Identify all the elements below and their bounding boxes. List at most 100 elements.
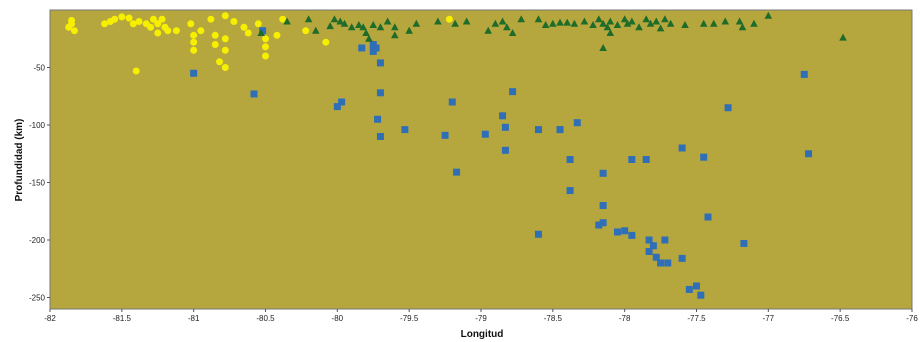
x-tick-label: -76.5 — [831, 314, 850, 323]
triangle-marker — [517, 15, 526, 23]
x-tick-label: -76 — [906, 314, 918, 323]
square-marker — [374, 115, 382, 123]
triangle-marker — [721, 17, 730, 25]
x-tick-label: -77 — [763, 314, 775, 323]
circle-marker — [65, 23, 73, 31]
circle-marker — [302, 27, 310, 35]
square-marker — [376, 59, 384, 67]
square-marker — [661, 236, 669, 244]
plot-area — [49, 9, 913, 310]
circle-marker — [101, 20, 109, 28]
x-tick-label: -79.5 — [400, 314, 419, 323]
square-marker — [800, 70, 808, 78]
square-marker — [190, 69, 198, 77]
square-marker — [453, 168, 461, 176]
circle-marker — [190, 46, 198, 54]
square-marker — [501, 146, 509, 154]
triangle-marker — [623, 19, 632, 27]
square-marker — [599, 219, 607, 227]
circle-marker — [221, 64, 229, 71]
circle-marker — [230, 18, 238, 25]
circle-marker — [322, 38, 330, 46]
y-tick-label: -250 — [29, 294, 46, 303]
square-marker — [499, 112, 507, 120]
x-tick-label: -79 — [475, 314, 487, 323]
triangle-marker — [365, 34, 373, 42]
circle-marker — [187, 20, 195, 28]
triangle-marker — [556, 18, 564, 26]
triangle-marker — [666, 19, 675, 27]
square-marker — [573, 119, 581, 127]
circle-marker — [70, 27, 78, 35]
triangle-marker — [491, 19, 500, 27]
triangle-marker — [541, 20, 550, 28]
y-tick-label: -150 — [29, 179, 46, 188]
square-marker — [685, 285, 693, 293]
x-tick-label: -78.5 — [544, 314, 563, 323]
triangle-marker — [570, 19, 579, 27]
circle-marker — [240, 23, 248, 31]
square-marker — [649, 242, 657, 250]
triangle-marker — [735, 17, 744, 25]
circle-marker — [211, 41, 219, 48]
circle-marker — [445, 15, 453, 23]
triangle-marker — [362, 29, 370, 36]
triangle-marker — [383, 17, 392, 25]
triangle-marker — [652, 17, 661, 25]
circle-marker — [244, 29, 252, 37]
circle-marker — [118, 13, 126, 21]
triangle-marker — [599, 43, 607, 51]
square-marker — [501, 123, 509, 131]
square-marker — [664, 259, 672, 267]
triangle-marker — [613, 20, 622, 28]
square-marker — [678, 254, 686, 262]
square-marker — [740, 239, 748, 247]
y-tick-label: -100 — [29, 121, 46, 130]
triangle-marker — [646, 19, 655, 27]
triangle-marker — [563, 18, 571, 26]
circle-marker — [154, 29, 162, 37]
x-tick-label: -80 — [332, 314, 344, 323]
circle-marker — [221, 46, 229, 54]
square-marker — [621, 227, 629, 235]
triangle-marker — [589, 20, 597, 28]
square-marker — [645, 236, 653, 244]
triangle-marker — [405, 26, 413, 34]
square-marker — [599, 169, 607, 177]
circle-marker — [132, 67, 140, 75]
square-marker — [704, 213, 712, 221]
square-marker — [534, 230, 542, 238]
square-marker — [700, 153, 708, 161]
circle-marker — [190, 31, 198, 39]
triangle-marker — [635, 23, 643, 31]
triangle-marker — [534, 15, 543, 23]
square-marker — [613, 228, 621, 236]
x-tick-label: -82 — [44, 314, 56, 323]
triangle-marker — [549, 19, 557, 27]
circle-marker — [172, 27, 180, 35]
square-marker — [509, 88, 517, 96]
triangle-marker — [699, 19, 708, 27]
triangle-marker — [462, 17, 471, 25]
triangle-marker — [484, 26, 492, 34]
triangle-marker — [595, 15, 603, 23]
square-marker — [805, 150, 813, 158]
square-marker — [358, 44, 366, 52]
square-marker — [628, 156, 636, 163]
circle-marker — [149, 15, 157, 23]
circle-marker — [221, 35, 229, 43]
triangle-marker — [656, 24, 665, 32]
triangle-marker — [412, 19, 421, 27]
triangle-marker — [355, 20, 363, 28]
triangle-marker — [606, 17, 615, 25]
triangle-marker — [661, 15, 669, 23]
triangle-marker — [257, 29, 265, 36]
circle-marker — [254, 20, 262, 28]
triangle-marker — [620, 15, 629, 23]
x-tick-label: -77.5 — [687, 314, 706, 323]
circle-marker — [216, 58, 224, 66]
square-marker — [678, 144, 686, 152]
circle-marker — [164, 27, 172, 35]
triangle-marker — [369, 20, 378, 28]
